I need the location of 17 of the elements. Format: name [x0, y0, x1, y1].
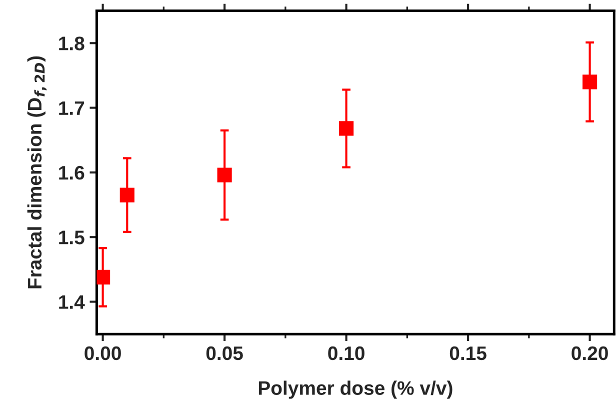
point: [582, 74, 598, 90]
x-tick-label: 0.10: [328, 346, 364, 360]
x-tick-label: 0.05: [206, 346, 243, 360]
y-tick-label: 1.6: [59, 166, 84, 180]
y-axis-title: Fractal dimension (D$_{f,2D}$): [27, 56, 47, 288]
point: [217, 168, 232, 182]
point: [96, 270, 110, 284]
y-tick-label: 1.4: [59, 295, 85, 309]
point: [339, 121, 354, 136]
x-tick-label: 0.20: [572, 346, 608, 360]
x-tick-label: 0.15: [450, 346, 486, 360]
point: [120, 188, 134, 202]
x-tick-label: 0.00: [84, 346, 121, 360]
y-tick-label: 1.7: [59, 101, 84, 115]
y-tick-label: 1.5: [59, 230, 84, 244]
y-tick-label: 1.8: [59, 36, 84, 50]
x-axis-title: Polymer dose (% v/v): [258, 380, 452, 399]
